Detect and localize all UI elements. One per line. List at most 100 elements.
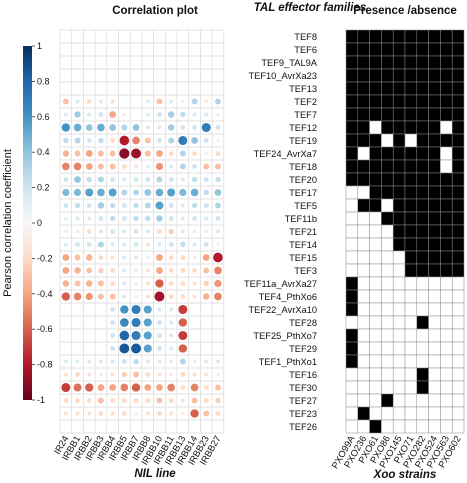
correlation-dot <box>180 294 186 299</box>
correlation-column-labels: IR24IRBB1IRBB2IRBB3IRBB4IRBB5IRBB7IRBB8I… <box>52 434 223 467</box>
tef-row-label: TEF18 <box>289 162 317 172</box>
presence-cell <box>451 94 465 109</box>
correlation-dot <box>131 383 141 392</box>
correlation-dot <box>168 268 174 273</box>
correlation-dot <box>86 138 92 143</box>
presence-cell <box>345 107 359 122</box>
correlation-dot <box>179 358 186 365</box>
correlation-dot <box>62 254 70 261</box>
tef-row-label: TEF11a_AvrXa27 <box>244 279 317 289</box>
presence-cell <box>428 42 441 57</box>
absence-cell <box>416 341 429 356</box>
correlation-dot <box>192 151 197 156</box>
absence-cell <box>428 393 441 408</box>
presence-cell <box>345 302 359 317</box>
presence-cell <box>416 315 429 330</box>
absence-cell <box>381 276 394 291</box>
correlation-dot <box>157 372 162 377</box>
presence-cell <box>428 107 441 122</box>
absence-cell <box>428 302 441 317</box>
presence-cell <box>392 159 406 174</box>
correlation-dot <box>85 292 93 301</box>
absence-cell <box>369 341 382 356</box>
presence-cell <box>440 42 453 57</box>
correlation-dot <box>203 242 209 247</box>
presence-cell <box>428 120 441 135</box>
correlation-dot <box>61 292 71 301</box>
presence-cell <box>369 159 382 174</box>
correlation-dot <box>74 202 81 209</box>
correlation-dot <box>110 398 116 403</box>
presence-cell <box>440 172 453 187</box>
correlation-dot <box>110 229 116 234</box>
correlation-dot <box>74 280 81 287</box>
correlation-dot <box>213 252 223 263</box>
correlation-dot <box>145 242 150 247</box>
correlation-dot <box>144 189 152 196</box>
correlation-dot <box>191 176 198 183</box>
correlation-dot <box>86 267 93 274</box>
correlation-dot <box>168 216 174 221</box>
correlation-dot <box>62 267 70 274</box>
correlation-dot <box>216 112 220 117</box>
absence-cell <box>416 289 429 304</box>
presence-cell <box>345 341 359 356</box>
correlation-dot <box>110 411 115 416</box>
correlation-dot <box>216 138 220 143</box>
correlation-dot <box>63 398 69 403</box>
correlation-dot <box>98 267 104 274</box>
absence-cell <box>381 341 394 356</box>
presence-cell <box>451 198 465 213</box>
presence-cell <box>369 419 382 434</box>
presence-cell <box>404 263 418 278</box>
correlation-dot <box>122 255 127 260</box>
correlation-dot <box>87 359 92 364</box>
presence-cell <box>357 55 370 70</box>
correlation-dot <box>191 137 198 144</box>
correlation-grid <box>59 29 225 434</box>
correlation-dot <box>204 99 208 104</box>
colorbar-tick-label: 0 <box>37 218 42 228</box>
absence-cell <box>357 237 370 252</box>
absence-cell <box>381 328 394 343</box>
absence-cell <box>381 354 394 369</box>
correlation-dot <box>168 151 174 156</box>
correlation-dot <box>122 294 127 299</box>
correlation-dot <box>99 372 103 377</box>
absence-cell <box>369 289 382 304</box>
correlation-dot <box>214 98 221 105</box>
correlation-dot <box>168 281 174 286</box>
presence-cell <box>451 224 465 239</box>
absence-cell <box>451 289 465 304</box>
colorbar-tick-label: 1 <box>37 41 42 51</box>
presence-cell <box>357 198 370 213</box>
presence-cell <box>381 172 394 187</box>
absence-cell <box>392 250 406 265</box>
absence-cell <box>369 380 382 395</box>
presence-cell <box>345 354 359 369</box>
presence-absence-x-axis-label: Xoo strains <box>373 469 437 481</box>
presence-cell <box>392 120 406 135</box>
correlation-dot <box>131 317 141 328</box>
absence-cell <box>369 302 382 317</box>
absence-cell <box>357 367 370 382</box>
correlation-dot <box>122 112 127 117</box>
tef-row-label: TEF2 <box>294 97 317 107</box>
correlation-dot <box>169 372 173 377</box>
correlation-dot <box>191 397 198 404</box>
correlation-dot <box>134 281 138 286</box>
presence-cell <box>440 263 453 278</box>
correlation-dot <box>62 280 70 287</box>
presence-cell <box>440 211 453 226</box>
absence-cell <box>404 276 418 291</box>
absence-cell <box>428 367 441 382</box>
correlation-dot <box>145 99 150 104</box>
presence-cell <box>416 29 429 44</box>
correlation-dot <box>215 151 221 156</box>
absence-cell <box>440 354 453 369</box>
correlation-dot <box>178 135 188 146</box>
presence-cell <box>369 94 382 109</box>
presence-cell <box>369 198 382 213</box>
presence-cell <box>416 237 429 252</box>
absence-cell <box>428 354 441 369</box>
